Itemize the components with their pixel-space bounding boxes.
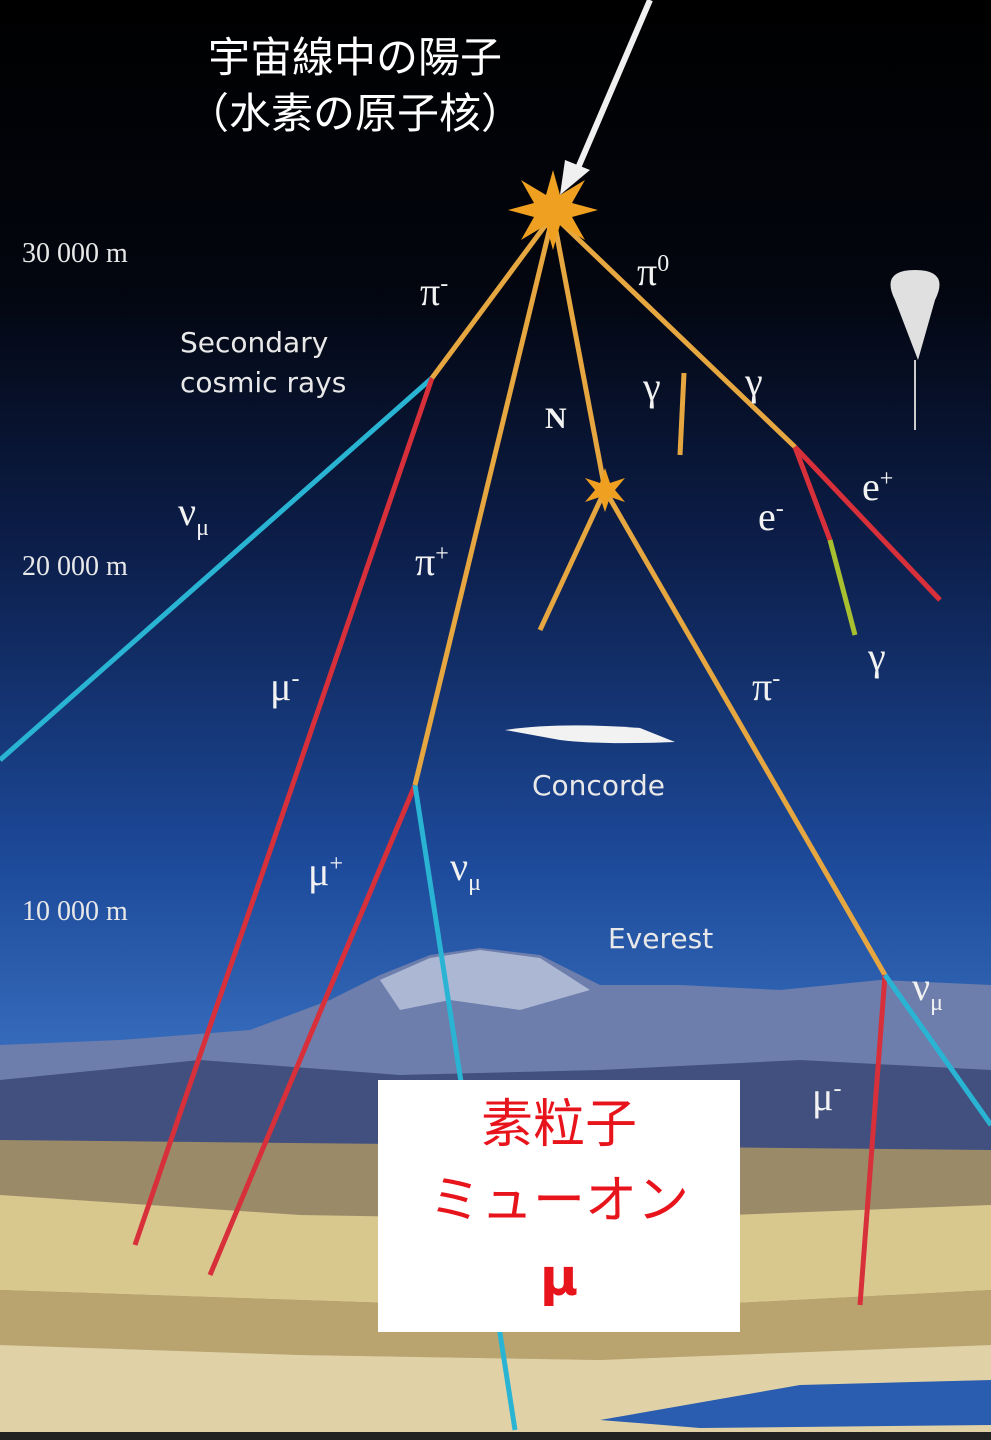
particle-symbol: π — [637, 249, 657, 294]
particle-symbol: π — [752, 664, 772, 709]
particle-symbol: μ — [270, 664, 291, 709]
particle-label: γ — [867, 634, 886, 679]
particle-sup: + — [435, 541, 449, 567]
annotation: Concorde — [532, 769, 665, 802]
particle-sub: μ — [468, 870, 481, 896]
particle-symbol: π — [415, 539, 435, 584]
altitude-label: 30 000 m — [22, 238, 128, 269]
bottom-bar — [0, 1432, 991, 1440]
particle-sup: + — [880, 466, 894, 492]
particle-sup: 0 — [657, 251, 669, 277]
callout-text: μ — [540, 1248, 578, 1308]
annotation: Secondary — [180, 326, 328, 359]
particle-symbol: γ — [867, 634, 886, 679]
particle-sup: - — [440, 271, 448, 297]
particle-label: N — [545, 402, 567, 435]
particle-sub: μ — [930, 990, 943, 1016]
particle-symbol: e — [758, 494, 776, 539]
particle-sup: - — [291, 666, 299, 692]
particle-sub: μ — [196, 515, 209, 541]
particle-sup: - — [833, 1076, 841, 1102]
particle-label: γ — [744, 359, 763, 404]
particle-symbol: γ — [744, 359, 763, 404]
title: 宇宙線中の陽子 — [208, 33, 502, 82]
particle-symbol: γ — [642, 364, 661, 409]
particle-sup: + — [329, 851, 343, 877]
particle-symbol: π — [420, 269, 440, 314]
annotation: cosmic rays — [180, 366, 346, 399]
diagram: 宇宙線中の陽子 （水素の原子核） 30 000 m 20 000 m 10 00… — [0, 0, 991, 1440]
particle-symbol: ν — [912, 964, 930, 1009]
particle-sup: - — [772, 666, 780, 692]
altitude-label: 10 000 m — [22, 896, 128, 927]
annotation: Everest — [608, 922, 713, 955]
particle-symbol: μ — [812, 1074, 833, 1119]
particle-symbol: N — [545, 402, 567, 435]
particle-symbol: μ — [308, 849, 329, 894]
particle-label: γ — [642, 364, 661, 409]
callout-text: 素粒子 — [481, 1095, 637, 1155]
title: （水素の原子核） — [187, 89, 523, 138]
particle-sup: - — [776, 496, 784, 522]
altitude-label: 20 000 m — [22, 551, 128, 582]
particle-symbol: ν — [450, 844, 468, 889]
particle-symbol: ν — [178, 489, 196, 534]
callout-text: ミューオン — [429, 1171, 689, 1231]
particle-symbol: e — [862, 464, 880, 509]
